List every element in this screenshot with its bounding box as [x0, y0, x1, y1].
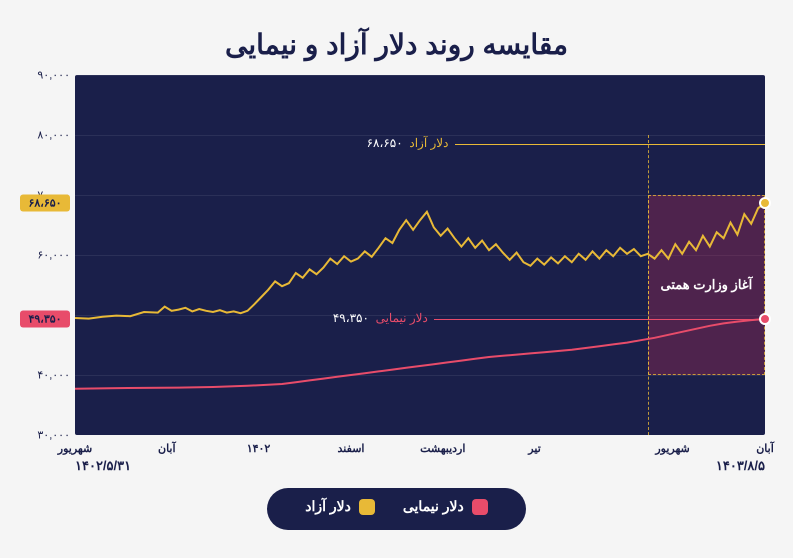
- plot-svg: [75, 75, 765, 435]
- y-badge-nima: ۴۹،۳۵۰: [20, 310, 70, 327]
- plot-background: آغاز وزارت همتی دلار آزاد ۶۸،۶۵۰ دلار نی…: [75, 75, 765, 435]
- x-tick-label: آبان: [756, 442, 774, 455]
- x-tick-label: اسفند: [338, 442, 365, 455]
- chart-title: مقایسه روند دلار آزاد و نیمایی: [20, 28, 773, 61]
- legend-label: دلار آزاد: [305, 498, 351, 515]
- end-dot-nima: [759, 313, 771, 325]
- legend-swatch: [359, 499, 375, 515]
- y-tick-label: ۹۰,۰۰۰: [20, 69, 70, 82]
- end-dot-free: [759, 197, 771, 209]
- legend: دلار نیمایی دلار آزاد: [20, 488, 773, 530]
- x-tick-label: شهریور: [58, 442, 92, 455]
- legend-item: دلار نیمایی: [403, 498, 488, 515]
- legend-item: دلار آزاد: [305, 498, 375, 515]
- date-end: ۱۴۰۳/۸/۵: [716, 458, 765, 474]
- y-tick-label: ۸۰,۰۰۰: [20, 129, 70, 142]
- y-tick-label: ۳۰,۰۰۰: [20, 429, 70, 442]
- y-tick-label: ۴۰,۰۰۰: [20, 369, 70, 382]
- x-tick-label: اردیبهشت: [420, 442, 465, 455]
- x-tick-label: آبان: [158, 442, 176, 455]
- y-badge-free: ۶۸،۶۵۰: [20, 195, 70, 212]
- x-tick-label: تیر: [528, 442, 540, 455]
- legend-swatch: [472, 499, 488, 515]
- chart-area: ۳۰,۰۰۰۴۰,۰۰۰۵۰,۰۰۰۶۰,۰۰۰۷۰,۰۰۰۸۰,۰۰۰۹۰,۰…: [20, 75, 773, 470]
- legend-label: دلار نیمایی: [403, 498, 464, 515]
- x-tick-label: شهریور: [655, 442, 689, 455]
- y-tick-label: ۶۰,۰۰۰: [20, 249, 70, 262]
- date-start: ۱۴۰۲/۵/۳۱: [75, 458, 131, 474]
- x-tick-label: ۱۴۰۲: [247, 442, 271, 455]
